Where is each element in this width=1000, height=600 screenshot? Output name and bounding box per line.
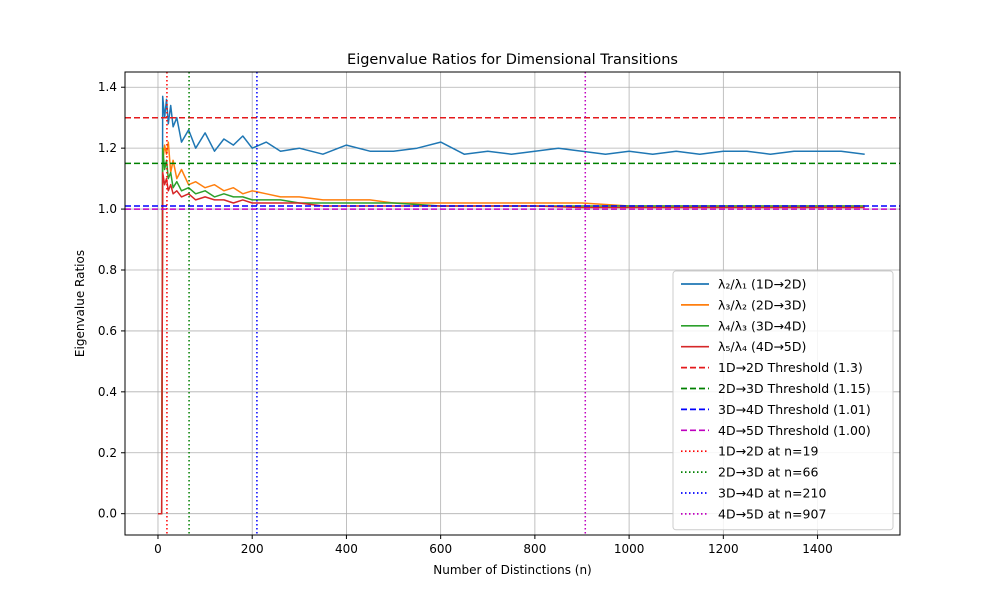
plot-area-frame (124, 71, 901, 536)
series-line-1 (158, 95, 865, 515)
transition-lines (166, 72, 587, 535)
y-tick-label: 0.6 (98, 324, 117, 338)
legend-label: λ₂/λ₁ (1D→2D) (718, 277, 806, 292)
x-tick-label: 400 (335, 542, 358, 556)
chart-title: Eigenvalue Ratios for Dimensional Transi… (347, 52, 678, 68)
y-axis-ticks: 0.0 0.2 0.4 0.6 0.8 1.0 1.2 1.4 (98, 80, 125, 521)
legend-box (672, 270, 894, 531)
legend-label: 4D→5D Threshold (1.00) (718, 423, 871, 438)
x-tick-label: 1000 (614, 542, 645, 556)
legend-label: 4D→5D at n=907 (718, 506, 826, 521)
x-tick-label: 0 (154, 542, 162, 556)
series-line-4 (158, 171, 865, 515)
legend: λ₂/λ₁ (1D→2D) λ₃/λ₂ (2D→3D) λ₄/λ₃ (3D→4D) λ… (672, 270, 894, 531)
legend-label: 2D→3D Threshold (1.15) (718, 381, 871, 396)
legend-label: 1D→2D at n=19 (718, 444, 818, 459)
x-axis-label: Number of Distinctions (n) (433, 563, 592, 577)
y-tick-label: 0.4 (98, 385, 117, 399)
x-tick-label: 1200 (708, 542, 739, 556)
legend-label: 3D→4D Threshold (1.01) (718, 402, 871, 417)
y-tick-label: 1.4 (98, 80, 117, 94)
legend-label: 3D→4D at n=210 (718, 486, 826, 501)
y-axis-label: Eigenvalue Ratios (73, 250, 87, 357)
legend-label: λ₅/λ₄ (4D→5D) (718, 339, 806, 354)
x-tick-label: 600 (429, 542, 452, 556)
legend-label: 2D→3D at n=66 (718, 465, 818, 480)
y-tick-label: 0.8 (98, 263, 117, 277)
x-tick-label: 1400 (802, 542, 833, 556)
x-tick-label: 800 (523, 542, 546, 556)
x-tick-label: 200 (241, 542, 264, 556)
y-tick-label: 0.0 (98, 507, 117, 521)
threshold-lines (125, 116, 900, 210)
y-tick-label: 1.0 (98, 202, 117, 216)
y-tick-label: 0.2 (98, 446, 117, 460)
series-line-2 (158, 141, 865, 515)
legend-label: λ₃/λ₂ (2D→3D) (718, 297, 806, 312)
x-axis-ticks: 0 200 400 600 800 1000 1200 1400 (154, 535, 833, 556)
legend-label: λ₄/λ₃ (3D→4D) (718, 318, 806, 333)
legend-label: 1D→2D Threshold (1.3) (718, 360, 863, 375)
y-tick-label: 1.2 (98, 141, 117, 155)
